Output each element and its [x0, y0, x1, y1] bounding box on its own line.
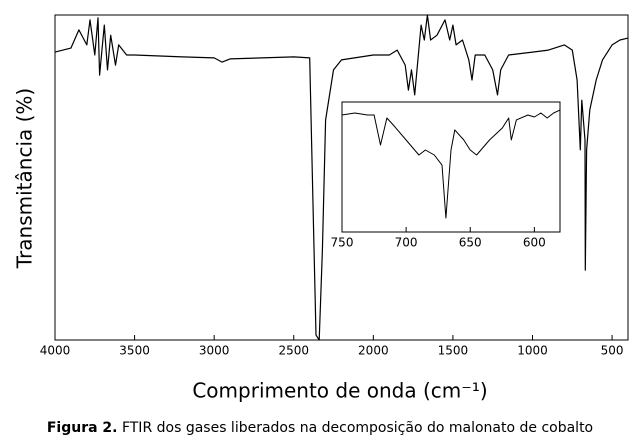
x-tick-label: 3500 — [119, 344, 150, 358]
caption-label: Figura 2. — [47, 420, 118, 436]
x-tick-label: 1000 — [517, 344, 548, 358]
caption-text: FTIR dos gases liberados na decomposição… — [122, 420, 593, 436]
y-axis-label: Transmitância (%) — [13, 88, 37, 269]
x-tick-label: 2000 — [358, 344, 389, 358]
x-tick-label: 2500 — [278, 344, 309, 358]
x-tick-label: 600 — [523, 236, 546, 250]
x-tick-label: 700 — [395, 236, 418, 250]
x-tick-label: 500 — [601, 344, 624, 358]
x-tick-label: 3000 — [199, 344, 230, 358]
x-axis-label: Comprimento de onda (cm⁻¹) — [192, 379, 487, 403]
x-tick-label: 650 — [459, 236, 482, 250]
spectrum-line — [54, 14, 629, 341]
x-tick-label: 1500 — [438, 344, 469, 358]
caption: Figura 2. FTIR dos gases liberados na de… — [47, 420, 593, 436]
x-tick-label: 4000 — [40, 344, 71, 358]
inset-frame — [341, 101, 561, 233]
spectrum-line — [341, 109, 561, 219]
x-tick-label: 750 — [331, 236, 354, 250]
